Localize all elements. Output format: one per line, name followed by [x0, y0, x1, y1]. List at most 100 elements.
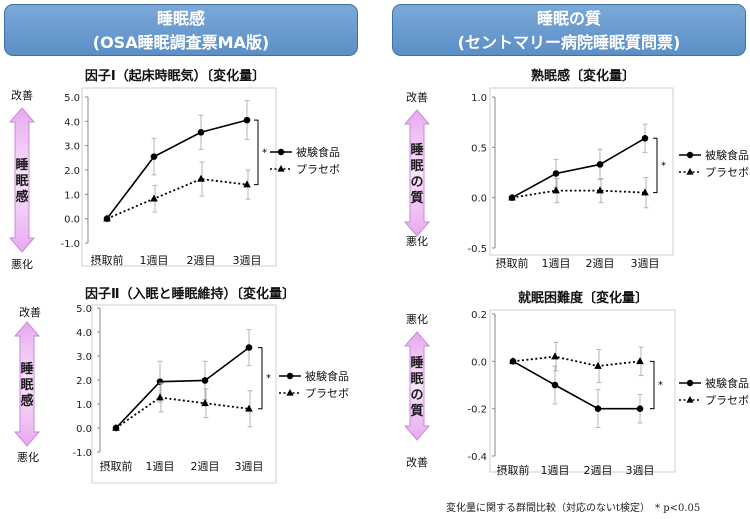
- data-point: [103, 214, 111, 222]
- y-tick-label: 0.0: [76, 424, 92, 435]
- chart-3: 熟眠感〔変化量〕 1.0 0.5 0.0 -0.5 摂取前 1週目 2週目 3週目 * 被験食品プラ…: [403, 68, 749, 270]
- chart-title: 因子Ⅰ（起床時眠気）〔変化量〕: [85, 68, 265, 84]
- legend-label: プラセボ: [705, 394, 749, 407]
- footnote: 変化量に関する群間比較（対応のないt検定） * p<0.05: [446, 503, 701, 514]
- legend-label: 被験食品: [305, 369, 349, 383]
- legend-marker: [286, 389, 294, 396]
- x-tick-label: 1週目: [542, 257, 571, 270]
- arrow-label-char: の: [410, 175, 423, 190]
- y-tick-label: 5.0: [76, 304, 92, 315]
- y-tick-label: 2.0: [76, 376, 92, 387]
- data-point: [156, 393, 164, 401]
- series-line-test-food: [106, 119, 248, 220]
- chart-frame: [489, 309, 676, 473]
- data-point: [243, 116, 251, 124]
- y-tick-label: 4.0: [76, 328, 92, 339]
- arrow-top-label: 改善: [406, 90, 428, 104]
- significance-bracket: [258, 347, 263, 410]
- data-point: [243, 180, 251, 188]
- y-tick-label: 0.0: [471, 194, 487, 205]
- data-point: [596, 186, 604, 194]
- significance-mark: *: [262, 147, 267, 158]
- significance-mark: *: [658, 380, 663, 391]
- data-point: [245, 344, 253, 351]
- data-point: [596, 161, 604, 168]
- arrow-label-char: 睡: [410, 355, 423, 371]
- y-tick-label: 5.0: [64, 93, 80, 104]
- right-panel-subtitle: (セントマリー病院睡眠質問票): [457, 33, 681, 52]
- y-tick-label: -1.0: [72, 448, 92, 459]
- arrow-label-char: 眠: [15, 174, 28, 189]
- legend-marker: [277, 165, 285, 172]
- data-point: [508, 193, 516, 201]
- data-point: [509, 357, 517, 365]
- chart-frame: [81, 87, 277, 267]
- x-tick-label: 摂取前: [91, 253, 124, 267]
- right-panel-title: 睡眠の質: [536, 9, 601, 28]
- arrow-top-label: 改善: [19, 305, 41, 319]
- arrow-bottom-label: 悪化: [406, 234, 428, 248]
- arrow-label-char: 眠: [20, 378, 33, 393]
- x-tick-label: 3週目: [235, 460, 264, 473]
- y-tick-label: 3.0: [76, 352, 92, 363]
- legend-label: プラセボ: [705, 166, 749, 179]
- x-tick-label: 摂取前: [100, 459, 133, 473]
- legend-marker: [686, 168, 694, 175]
- arrow-label-char: 睡: [20, 361, 33, 377]
- y-tick-label: 1.0: [64, 190, 80, 201]
- data-point: [245, 404, 253, 412]
- legend-marker: [286, 372, 294, 380]
- x-tick-label: 2週目: [187, 254, 216, 267]
- arrow-bottom-label: 悪化: [17, 450, 39, 464]
- x-tick-label: 2週目: [584, 464, 613, 477]
- arrow-bottom-label: 悪化: [11, 257, 33, 271]
- arrow-label-char: の: [410, 388, 423, 403]
- chart-frame: [489, 87, 674, 256]
- series-line-placebo: [512, 355, 641, 367]
- y-tick-label: 4.0: [64, 117, 80, 128]
- data-point: [150, 194, 158, 202]
- y-tick-label: 0.0: [64, 215, 80, 226]
- legend-marker: [686, 151, 694, 159]
- data-point: [112, 423, 120, 431]
- x-tick-label: 3週目: [631, 257, 660, 270]
- data-point: [197, 128, 205, 136]
- y-tick-label: -0.2: [467, 405, 487, 416]
- chart-frame: [91, 304, 277, 484]
- significance-mark: *: [266, 373, 271, 384]
- series-line-test-food: [511, 137, 646, 199]
- data-point: [552, 170, 560, 177]
- arrow-label-char: 睡: [15, 157, 28, 173]
- chart-4: 就眠困難度〔変化量〕 0.2 0.0 -0.2 -0.4 摂取前 1週目 2週目 3週目 * 被験食…: [403, 290, 749, 477]
- y-tick-label: 1.0: [471, 93, 487, 104]
- data-point: [636, 405, 644, 412]
- arrow-label-char: 感: [20, 393, 33, 409]
- data-point: [594, 405, 602, 412]
- legend-label: プラセボ: [296, 163, 340, 176]
- double-arrow: [403, 331, 431, 441]
- y-tick-label: 0.5: [471, 143, 487, 154]
- left-panel-banner: 睡眠感 (OSA睡眠調査票MA版): [4, 4, 358, 56]
- arrow-label-char: 睡: [410, 142, 423, 158]
- data-point: [201, 377, 209, 384]
- data-point: [150, 153, 158, 160]
- y-tick-label: 2.0: [64, 166, 80, 177]
- legend-label: プラセボ: [305, 387, 349, 400]
- x-tick-label: 2週目: [586, 257, 615, 270]
- data-point: [551, 352, 559, 360]
- x-tick-label: 3週目: [233, 254, 262, 267]
- arrow-top-label: 改善: [11, 88, 33, 102]
- data-point: [156, 378, 164, 385]
- arrow-bottom-label: 改善: [406, 455, 428, 469]
- data-point: [551, 381, 559, 389]
- legend-marker: [686, 396, 694, 403]
- x-tick-label: 1週目: [146, 460, 175, 473]
- data-point: [197, 174, 205, 182]
- legend-marker: [277, 148, 285, 156]
- chart-title: 就眠困難度〔変化量〕: [518, 290, 648, 306]
- legend-marker: [686, 379, 694, 387]
- x-tick-label: 2週目: [191, 460, 220, 473]
- data-point: [636, 357, 644, 365]
- legend-label: 被験食品: [296, 145, 340, 159]
